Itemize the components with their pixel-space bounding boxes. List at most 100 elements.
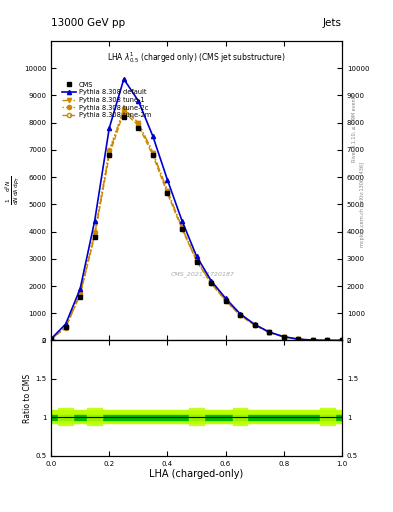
Pythia 8.308 tune-2c	[252, 322, 257, 328]
Pythia 8.308 tune-2m	[107, 152, 112, 158]
Pythia 8.308 tune-2c	[121, 106, 126, 112]
Pythia 8.308 tune-1	[281, 334, 286, 340]
Pythia 8.308 tune-1	[63, 324, 68, 330]
Pythia 8.308 tune-2c	[310, 337, 315, 343]
Pythia 8.308 tune-2c	[223, 297, 228, 303]
Pythia 8.308 tune-2m	[151, 152, 155, 158]
Pythia 8.308 tune-2m	[49, 336, 53, 342]
Pythia 8.308 tune-2c	[194, 257, 199, 263]
Pythia 8.308 tune-2m	[180, 226, 184, 232]
Y-axis label: $\frac{1}{\mathrm{d}N}\frac{\mathrm{d}^2N}{\mathrm{d}\lambda\,\mathrm{d}p_T}$: $\frac{1}{\mathrm{d}N}\frac{\mathrm{d}^2…	[4, 176, 22, 205]
Pythia 8.308 tune-2c	[107, 147, 112, 153]
Pythia 8.308 default	[252, 322, 257, 328]
Pythia 8.308 default	[209, 278, 213, 284]
Pythia 8.308 tune-1	[310, 337, 315, 343]
Pythia 8.308 tune-2c	[78, 290, 83, 296]
Pythia 8.308 tune-1	[92, 231, 97, 238]
Pythia 8.308 tune-1	[78, 291, 83, 297]
CMS	[136, 125, 141, 131]
CMS	[194, 259, 199, 265]
CMS	[238, 312, 242, 318]
Pythia 8.308 tune-2m	[78, 292, 83, 298]
Text: LHA $\lambda^{1}_{0.5}$ (charged only) (CMS jet substructure): LHA $\lambda^{1}_{0.5}$ (charged only) (…	[107, 50, 286, 65]
Pythia 8.308 tune-1	[325, 337, 330, 344]
Pythia 8.308 default	[63, 321, 68, 327]
Y-axis label: Ratio to CMS: Ratio to CMS	[23, 374, 32, 422]
Pythia 8.308 default	[49, 336, 53, 342]
Pythia 8.308 tune-1	[49, 336, 53, 342]
Line: Pythia 8.308 tune-2m: Pythia 8.308 tune-2m	[49, 110, 344, 343]
Pythia 8.308 tune-1	[194, 257, 199, 263]
CMS	[267, 329, 272, 335]
Pythia 8.308 tune-1	[107, 150, 112, 156]
Pythia 8.308 tune-2m	[136, 122, 141, 129]
Pythia 8.308 default	[121, 76, 126, 82]
Pythia 8.308 tune-2c	[63, 324, 68, 330]
Pythia 8.308 tune-2m	[63, 325, 68, 331]
Legend: CMS, Pythia 8.308 default, Pythia 8.308 tune-1, Pythia 8.308 tune-2c, Pythia 8.3: CMS, Pythia 8.308 default, Pythia 8.308 …	[60, 80, 152, 120]
Pythia 8.308 tune-2c	[92, 228, 97, 234]
Pythia 8.308 default	[165, 177, 170, 183]
Pythia 8.308 default	[194, 253, 199, 259]
Pythia 8.308 tune-2c	[238, 312, 242, 318]
CMS	[340, 337, 344, 344]
CMS	[296, 336, 301, 342]
Pythia 8.308 default	[340, 337, 344, 344]
Pythia 8.308 default	[78, 286, 83, 292]
Pythia 8.308 tune-2c	[340, 337, 344, 344]
Pythia 8.308 tune-1	[252, 322, 257, 328]
X-axis label: LHA (charged-only): LHA (charged-only)	[149, 470, 244, 479]
Pythia 8.308 tune-1	[238, 312, 242, 318]
Pythia 8.308 tune-2m	[296, 336, 301, 343]
Pythia 8.308 tune-2c	[151, 150, 155, 156]
Pythia 8.308 tune-2m	[238, 312, 242, 318]
Pythia 8.308 tune-2m	[281, 334, 286, 340]
Pythia 8.308 tune-2m	[209, 280, 213, 286]
Pythia 8.308 default	[151, 133, 155, 139]
CMS	[180, 226, 184, 232]
Line: Pythia 8.308 tune-1: Pythia 8.308 tune-1	[49, 107, 344, 343]
Pythia 8.308 tune-2c	[180, 224, 184, 230]
CMS	[310, 337, 315, 343]
Pythia 8.308 tune-2c	[136, 120, 141, 126]
CMS	[325, 337, 330, 344]
CMS	[121, 114, 126, 120]
CMS	[223, 298, 228, 304]
Pythia 8.308 default	[136, 98, 141, 104]
Line: Pythia 8.308 tune-2c: Pythia 8.308 tune-2c	[49, 107, 344, 343]
Pythia 8.308 tune-1	[340, 337, 344, 344]
Pythia 8.308 tune-1	[121, 106, 126, 112]
CMS	[209, 280, 213, 286]
Pythia 8.308 tune-1	[209, 280, 213, 286]
Pythia 8.308 tune-1	[136, 120, 141, 126]
Pythia 8.308 tune-2m	[252, 322, 257, 328]
CMS	[63, 324, 68, 330]
Pythia 8.308 tune-2c	[296, 336, 301, 342]
Pythia 8.308 default	[310, 337, 315, 343]
CMS	[49, 336, 53, 342]
Pythia 8.308 tune-2m	[92, 232, 97, 239]
Pythia 8.308 default	[107, 125, 112, 131]
Pythia 8.308 tune-2m	[325, 337, 330, 344]
CMS	[78, 294, 83, 300]
Pythia 8.308 tune-1	[223, 297, 228, 303]
Text: Jets: Jets	[323, 18, 342, 28]
Pythia 8.308 tune-2m	[121, 109, 126, 115]
Line: CMS: CMS	[49, 115, 344, 343]
Text: Rivet 3.1.10, ≥ 2.9M events: Rivet 3.1.10, ≥ 2.9M events	[352, 94, 357, 162]
Pythia 8.308 default	[180, 218, 184, 224]
Pythia 8.308 tune-2m	[267, 329, 272, 335]
Pythia 8.308 tune-2m	[310, 337, 315, 343]
Pythia 8.308 default	[92, 218, 97, 224]
Text: 13000 GeV pp: 13000 GeV pp	[51, 18, 125, 28]
Text: CMS_2021_1720187: CMS_2021_1720187	[170, 272, 234, 278]
Pythia 8.308 tune-2c	[209, 280, 213, 286]
CMS	[107, 152, 112, 158]
CMS	[151, 152, 155, 158]
Pythia 8.308 tune-2c	[165, 188, 170, 194]
CMS	[252, 322, 257, 328]
Pythia 8.308 tune-2m	[194, 258, 199, 264]
Pythia 8.308 tune-1	[267, 329, 272, 335]
Pythia 8.308 tune-2m	[340, 337, 344, 344]
CMS	[281, 334, 286, 340]
